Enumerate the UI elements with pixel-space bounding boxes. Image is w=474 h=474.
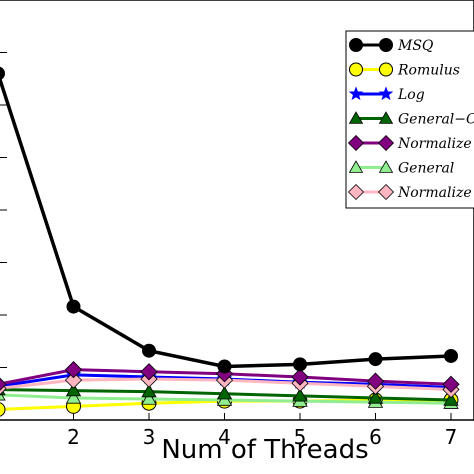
- plot-border: [0, 0, 474, 421]
- legend: MSQ Romulus Log General−C Normalize General No…: [345, 30, 474, 209]
- data-point: [378, 160, 394, 173]
- legend-entry: MSQ: [349, 38, 434, 54]
- legend-entry: Normalize: [347, 134, 472, 152]
- data-point: [349, 38, 363, 52]
- data-point: [64, 360, 83, 379]
- data-point: [216, 385, 233, 400]
- data-point: [442, 375, 460, 393]
- data-point: [444, 348, 458, 363]
- data-point: [348, 160, 364, 173]
- data-point: [347, 183, 365, 201]
- data-point: [368, 352, 383, 367]
- data-point: [291, 368, 309, 386]
- data-point: [349, 62, 363, 77]
- legend-entry: General−C: [348, 111, 474, 128]
- data-point: [379, 62, 393, 77]
- x-axis-ticks: 2 3 4 5 6 7: [67, 413, 458, 449]
- legend-label: Normalize: [397, 185, 472, 201]
- data-point: [378, 111, 394, 124]
- x-tick-label: 7: [445, 425, 458, 449]
- data-point: [293, 357, 307, 372]
- data-point: [0, 377, 7, 391]
- legend-entry: Romulus: [349, 62, 460, 79]
- data-point: [66, 299, 81, 314]
- data-point: [0, 402, 6, 417]
- data-point: [347, 134, 365, 152]
- x-tick-label: 3: [143, 425, 156, 449]
- x-axis-label: Num of Threads: [161, 435, 368, 465]
- legend-label: MSQ: [397, 38, 434, 54]
- data-point: [0, 66, 5, 81]
- legend-entry: General: [348, 160, 454, 177]
- series-normalize: [0, 360, 460, 393]
- plot-area: [0, 0, 474, 421]
- series-layer: [0, 66, 460, 417]
- data-point: [65, 382, 82, 397]
- x-tick-label: 6: [369, 425, 382, 449]
- data-point: [378, 86, 394, 101]
- legend-label: General−C: [398, 112, 474, 128]
- data-point: [292, 388, 308, 402]
- data-point: [379, 38, 393, 52]
- legend-entry: Log: [348, 86, 425, 103]
- data-point: [141, 383, 157, 398]
- series-msq: [0, 66, 458, 374]
- legend-label: General: [398, 161, 454, 177]
- legend-label: Log: [397, 87, 425, 103]
- x-tick-label: 2: [67, 425, 80, 449]
- data-point: [64, 371, 83, 389]
- data-point: [366, 372, 385, 390]
- data-point: [217, 359, 232, 374]
- x-tick-label: 5: [294, 425, 307, 449]
- data-point: [443, 392, 459, 406]
- data-point: [142, 343, 156, 358]
- data-point: [377, 183, 395, 201]
- data-point: [140, 363, 158, 381]
- data-point: [367, 390, 384, 404]
- data-point: [65, 390, 82, 404]
- data-point: [348, 86, 364, 101]
- legend-entry: Normalize: [347, 183, 472, 201]
- x-tick-label: 4: [218, 425, 231, 449]
- data-point: [141, 391, 157, 405]
- data-point: [377, 134, 395, 152]
- data-point: [348, 111, 364, 124]
- legend-label: Normalize: [397, 136, 472, 152]
- legend-label: Romulus: [397, 63, 460, 79]
